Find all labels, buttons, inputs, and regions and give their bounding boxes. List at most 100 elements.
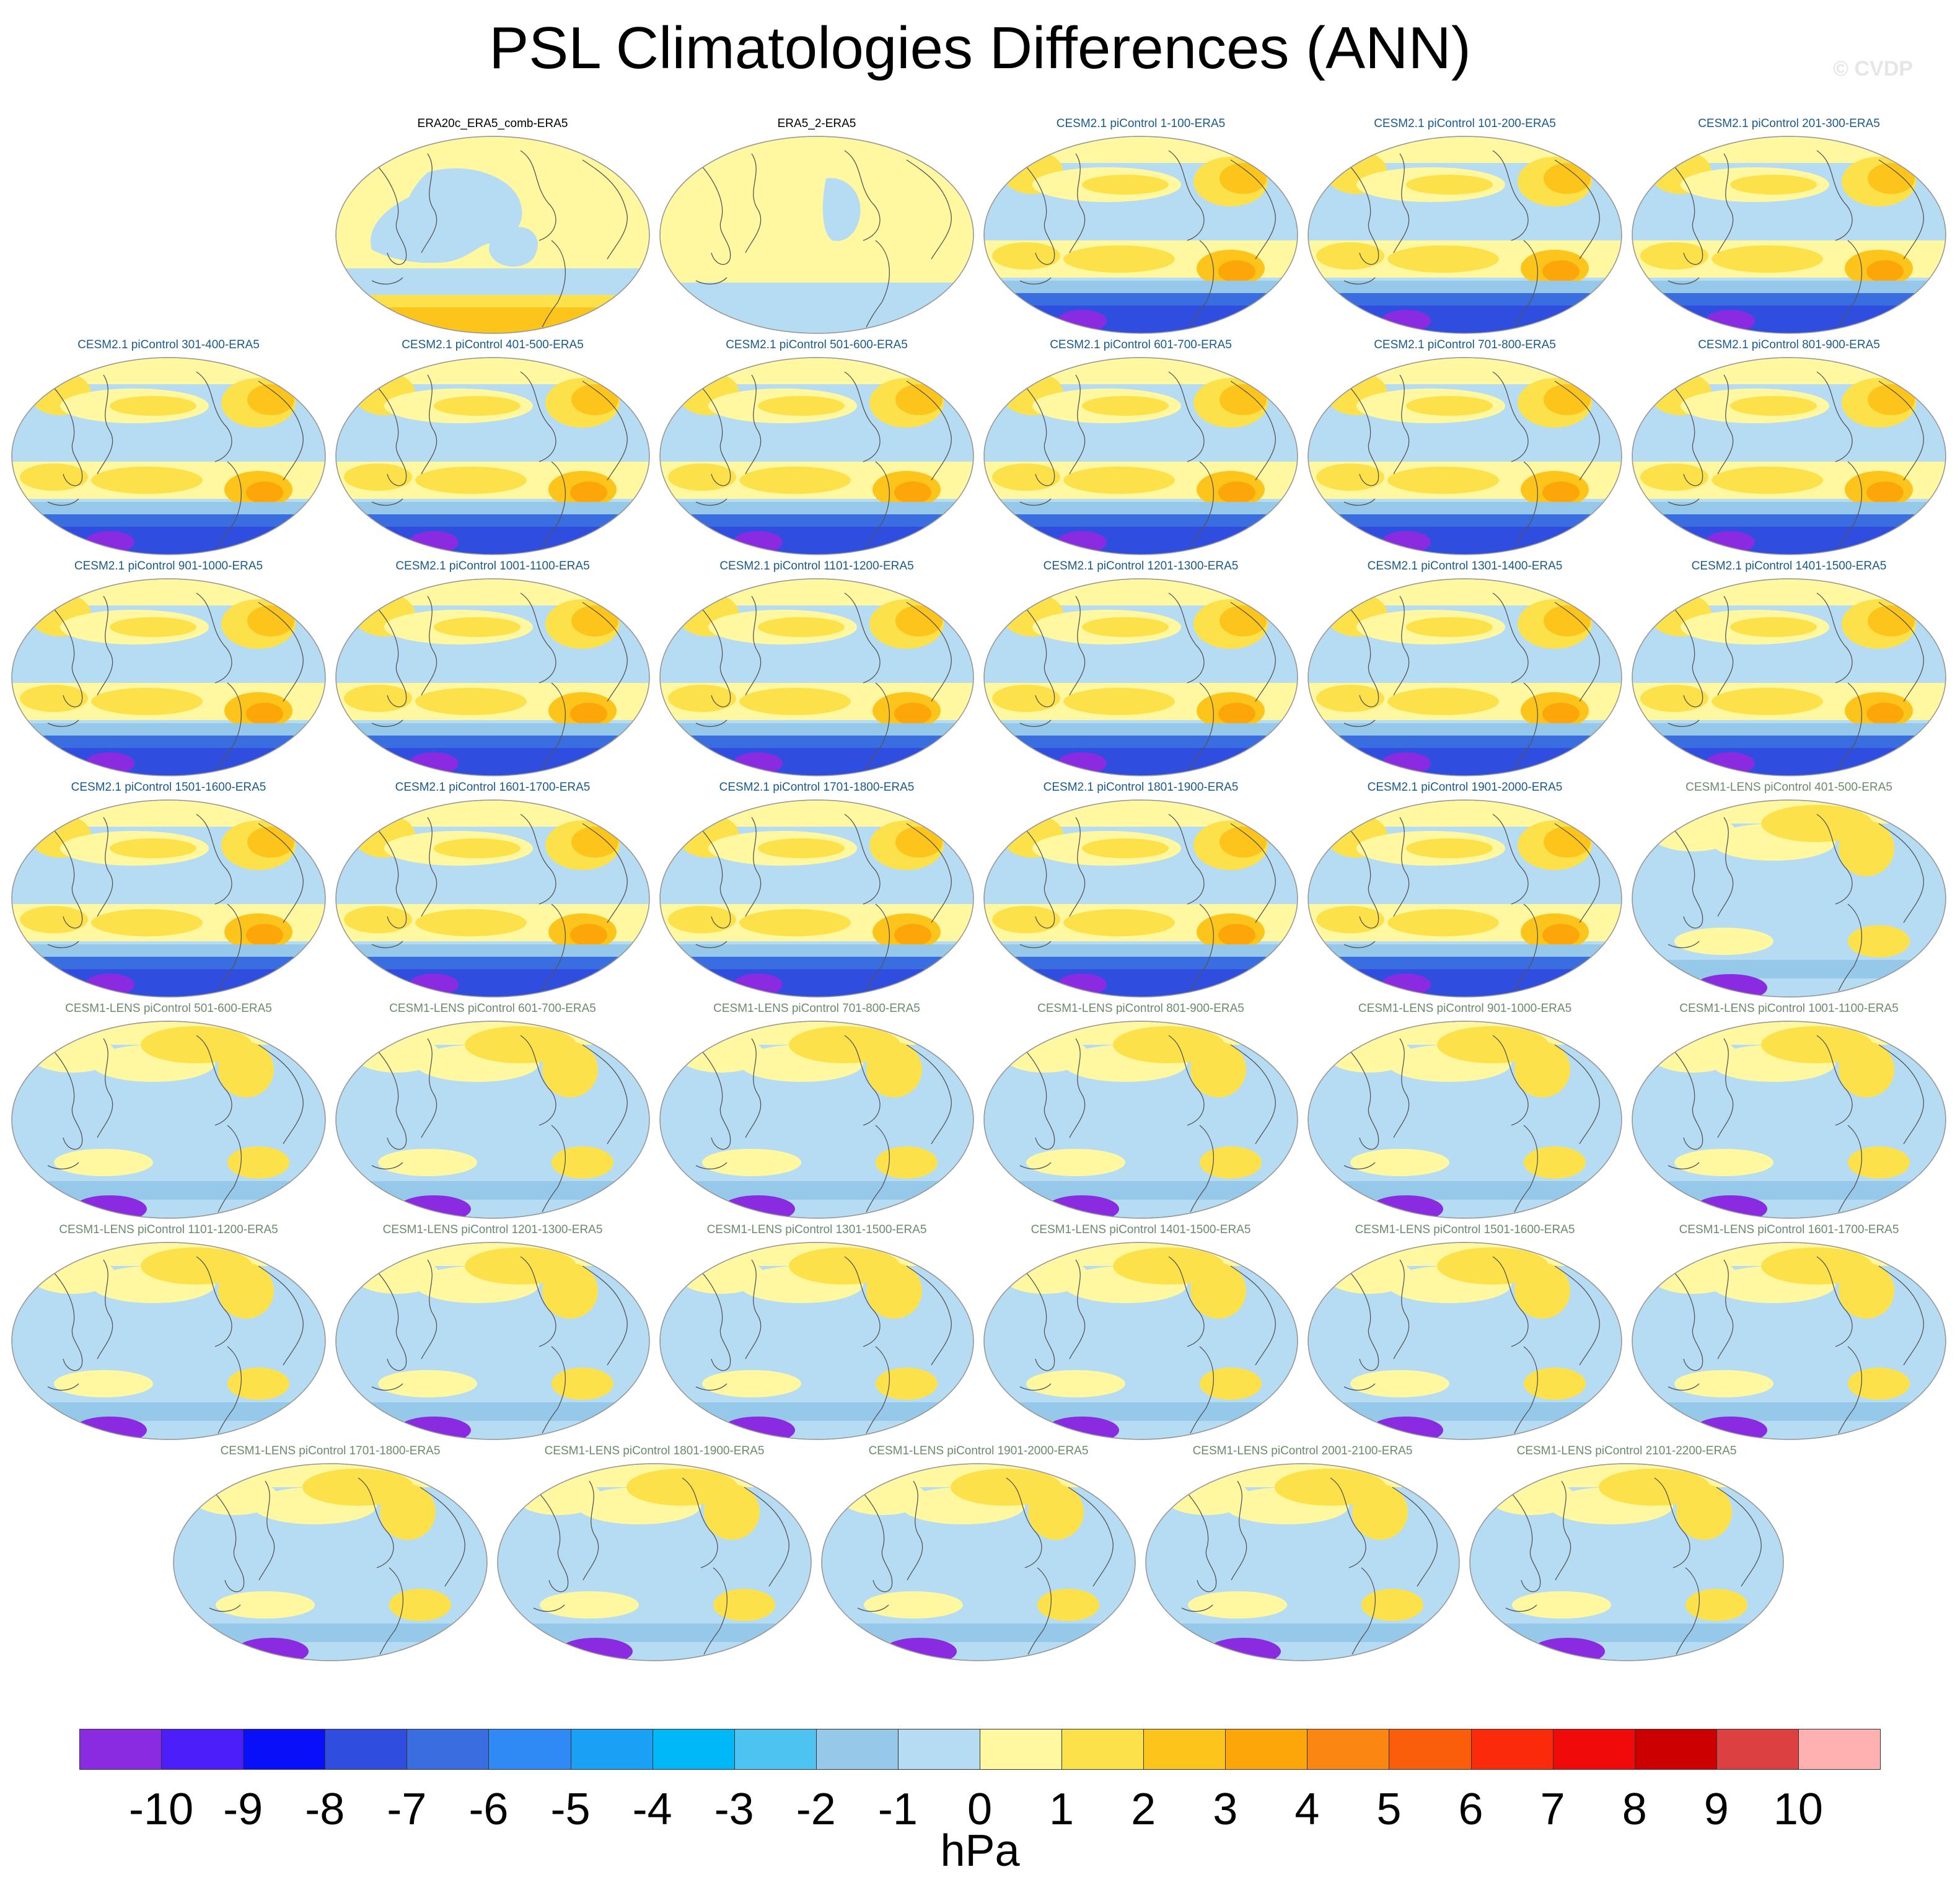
- panel-title: CESM2.1 piControl 1101-1200-ERA5: [719, 560, 914, 573]
- colorbar-tick-label: 3: [1213, 1785, 1238, 1834]
- panel-title: CESM2.1 piControl 901-1000-ERA5: [74, 560, 263, 573]
- panel-title: CESM1-LENS piControl 1501-1600-ERA5: [1355, 1223, 1575, 1236]
- colorbar-cell: [1634, 1729, 1717, 1770]
- colorbar-cell: [1143, 1729, 1226, 1770]
- panel-title: CESM2.1 piControl 1301-1400-ERA5: [1367, 560, 1563, 573]
- map-panel: [1307, 357, 1622, 555]
- panel-title: CESM1-LENS piControl 401-500-ERA5: [1685, 781, 1892, 794]
- colorbar-cell: [815, 1729, 899, 1770]
- panel-title: CESM2.1 piControl 1-100-ERA5: [1056, 117, 1226, 130]
- map-panel: [983, 1021, 1298, 1219]
- colorbar-cell: [1552, 1729, 1635, 1770]
- map-panel: [335, 357, 650, 555]
- panel-title: CESM1-LENS piControl 1101-1200-ERA5: [59, 1223, 278, 1236]
- map-panel: [659, 578, 974, 776]
- panel-grid: ERA20c_ERA5_comb-ERA5 ERA5_2-ERA5 CESM2.1 …: [11, 117, 1946, 1661]
- panel-title: CESM1-LENS piControl 2001-2100-ERA5: [1192, 1444, 1413, 1457]
- colorbar-tick-label: -10: [129, 1785, 194, 1834]
- map-panel: [11, 357, 326, 555]
- map-panel: [1307, 578, 1622, 776]
- panel-title: CESM1-LENS piControl 1601-1700-ERA5: [1679, 1223, 1899, 1236]
- colorbar-tick-label: -4: [632, 1785, 672, 1834]
- colorbar-tick-label: -3: [714, 1785, 754, 1834]
- colorbar-tick-label: 0: [967, 1785, 993, 1834]
- panel-title: CESM2.1 piControl 1801-1900-ERA5: [1043, 781, 1239, 794]
- colorbar-tick-label: 1: [1049, 1785, 1074, 1834]
- panel-title: CESM2.1 piControl 1201-1300-ERA5: [1043, 560, 1239, 573]
- panel-title: CESM1-LENS piControl 801-900-ERA5: [1037, 1002, 1244, 1015]
- map-panel: [983, 578, 1298, 776]
- colorbar-cell: [1798, 1729, 1881, 1770]
- panel-title: CESM2.1 piControl 1401-1500-ERA5: [1691, 560, 1887, 573]
- colorbar-tick-label: 2: [1131, 1785, 1156, 1834]
- map-panel: [983, 136, 1298, 334]
- panel-title: CESM1-LENS piControl 1901-2000-ERA5: [868, 1444, 1089, 1457]
- panel-title: CESM1-LENS piControl 1401-1500-ERA5: [1031, 1223, 1251, 1236]
- map-panel: [983, 357, 1298, 555]
- panel-title: CESM2.1 piControl 201-300-ERA5: [1698, 117, 1880, 130]
- colorbar-cell: [1716, 1729, 1799, 1770]
- colorbar-units: hPa: [940, 1826, 1020, 1876]
- map-panel: [1632, 1242, 1946, 1440]
- page-title: PSL Climatologies Differences (ANN): [489, 15, 1471, 81]
- colorbar-tick-label: 4: [1294, 1785, 1320, 1834]
- panel-title: CESM2.1 piControl 1501-1600-ERA5: [71, 781, 266, 794]
- colorbar-tick-label: -8: [305, 1785, 345, 1834]
- map-panel: [1469, 1463, 1784, 1661]
- map-panel: [335, 1021, 650, 1219]
- panel-title: CESM2.1 piControl 1701-1800-ERA5: [719, 781, 915, 794]
- colorbar-tick-label: 9: [1703, 1785, 1729, 1834]
- colorbar-cell: [1470, 1729, 1553, 1770]
- colorbar-cell: [325, 1729, 408, 1770]
- map-panel: [983, 799, 1298, 998]
- map-panel: [497, 1463, 812, 1661]
- panel-title: CESM2.1 piControl 701-800-ERA5: [1374, 338, 1556, 351]
- panel-title: CESM1-LENS piControl 601-700-ERA5: [389, 1002, 596, 1015]
- colorbar-tick-label: -9: [223, 1785, 263, 1834]
- panel-title: CESM1-LENS piControl 501-600-ERA5: [65, 1002, 272, 1015]
- colorbar-tick-label: -2: [796, 1785, 836, 1834]
- panel-title: CESM2.1 piControl 101-200-ERA5: [1374, 117, 1556, 130]
- panel-title: CESM2.1 piControl 801-900-ERA5: [1698, 338, 1880, 351]
- colorbar-tick-label: 7: [1540, 1785, 1565, 1834]
- map-panel: [1632, 357, 1946, 555]
- colorbar-cell: [652, 1729, 735, 1770]
- map-panel: [1307, 136, 1622, 334]
- map-panel: [335, 578, 650, 776]
- colorbar-cell: [79, 1729, 162, 1770]
- map-panel: [659, 1242, 974, 1440]
- colorbar-tick-label: -1: [877, 1785, 918, 1834]
- panel-title: CESM1-LENS piControl 2101-2200-ERA5: [1516, 1444, 1737, 1457]
- colorbar-cell: [980, 1729, 1063, 1770]
- colorbar-cell: [161, 1729, 244, 1770]
- map-panel: [11, 578, 326, 776]
- map-panel: [335, 136, 650, 334]
- colorbar-cell: [407, 1729, 490, 1770]
- colorbar-cell: [488, 1729, 571, 1770]
- colorbar-cell: [897, 1729, 980, 1770]
- colorbar-cell: [734, 1729, 817, 1770]
- panel-title: CESM1-LENS piControl 1701-1800-ERA5: [220, 1444, 441, 1457]
- panel-title: CESM1-LENS piControl 1201-1300-ERA5: [382, 1223, 603, 1236]
- map-panel: [1145, 1463, 1460, 1661]
- panel-title: CESM2.1 piControl 401-500-ERA5: [402, 338, 584, 351]
- panel-title: CESM2.1 piControl 1601-1700-ERA5: [395, 781, 591, 794]
- map-panel: [1307, 799, 1622, 998]
- panel-title: CESM1-LENS piControl 1801-1900-ERA5: [544, 1444, 765, 1457]
- panel-title: ERA5_2-ERA5: [777, 117, 856, 130]
- map-panel: [1632, 1021, 1946, 1219]
- panel-title: CESM1-LENS piControl 901-1000-ERA5: [1358, 1002, 1572, 1015]
- panel-title: CESM1-LENS piControl 1001-1100-ERA5: [1679, 1002, 1899, 1015]
- map-panel: [821, 1463, 1136, 1661]
- map-panel: [659, 357, 974, 555]
- colorbar: [79, 1729, 1881, 1771]
- colorbar-cell: [1225, 1729, 1308, 1770]
- map-panel: [11, 1021, 326, 1219]
- panel-title: CESM2.1 piControl 301-400-ERA5: [77, 338, 260, 351]
- map-panel: [11, 799, 326, 998]
- colorbar-tick-label: -5: [550, 1785, 591, 1834]
- colorbar-tick-label: 6: [1458, 1785, 1483, 1834]
- map-panel: [659, 799, 974, 998]
- map-panel: [1307, 1021, 1622, 1219]
- panel-title: CESM2.1 piControl 601-700-ERA5: [1050, 338, 1232, 351]
